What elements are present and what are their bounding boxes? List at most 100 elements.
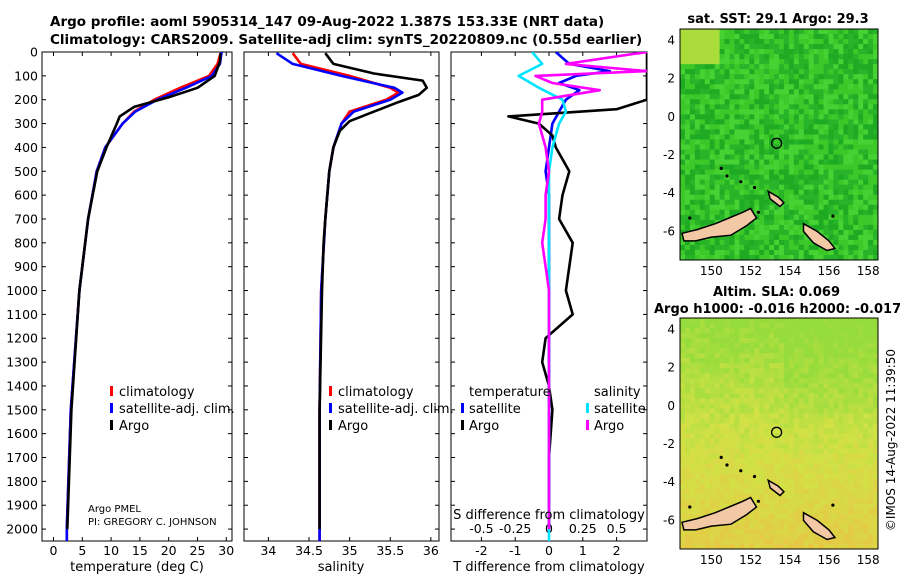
map-cell [754, 159, 760, 165]
map-cell [754, 408, 760, 414]
map-cell [848, 328, 854, 334]
map-cell [759, 483, 765, 490]
map-cell [734, 323, 740, 329]
map-cell [680, 353, 686, 359]
map-cell [838, 179, 844, 186]
map-cell [858, 323, 864, 329]
map-cell [754, 34, 760, 40]
map-cell [759, 109, 765, 115]
map-cell [719, 144, 725, 150]
map-cell [779, 323, 785, 329]
map-cell [699, 34, 706, 40]
map-cell [754, 154, 760, 160]
map-cell [828, 34, 834, 40]
map-cell [863, 239, 869, 246]
map-cell [680, 124, 686, 130]
map-cell [828, 149, 834, 155]
map-cell [798, 428, 805, 434]
map-cell [714, 463, 720, 470]
map-cell [779, 523, 785, 530]
map-y-tick-label: 4 [667, 33, 675, 47]
map-cell [798, 194, 805, 201]
map-cell [848, 378, 854, 384]
map-cell [724, 249, 730, 256]
map-cell [788, 134, 795, 140]
map-cell [813, 209, 819, 216]
map-cell [843, 538, 849, 545]
map-cell [714, 74, 720, 80]
map-cell [833, 154, 839, 160]
map-cell [719, 378, 725, 384]
map-cell [704, 194, 711, 201]
map-cell [734, 328, 740, 334]
map-cell [709, 154, 716, 160]
map-cell [684, 448, 691, 454]
map-cell [783, 64, 790, 70]
map-cell [689, 378, 696, 384]
map-cell [694, 194, 701, 201]
map-cell [828, 543, 834, 549]
map-cell [828, 94, 834, 100]
map-cell [769, 64, 775, 70]
map-cell [749, 124, 755, 130]
map-cell [714, 194, 720, 201]
map-cell [704, 393, 711, 399]
map-cell [764, 244, 770, 251]
map-cell [744, 493, 750, 500]
map-cell [798, 523, 805, 530]
map-cell [729, 463, 735, 470]
map-cell [724, 353, 730, 359]
map-cell [739, 59, 745, 65]
map-cell [853, 99, 859, 105]
map-cell [694, 219, 701, 226]
map-cell [699, 244, 706, 251]
map-cell [699, 488, 706, 495]
map-cell [808, 34, 815, 40]
map-cell [858, 224, 864, 231]
map-cell [808, 29, 815, 35]
map-cell [788, 403, 795, 409]
map-cell [863, 189, 869, 196]
map-cell [848, 114, 854, 120]
map-cell [774, 393, 780, 399]
map-cell [764, 49, 770, 55]
map-cell [788, 373, 795, 379]
map-cell [719, 124, 725, 130]
map-cell [764, 533, 770, 540]
map-cell [734, 84, 740, 90]
map-cell [764, 194, 770, 201]
map-cell [808, 199, 815, 206]
map-cell [749, 493, 755, 500]
map-cell [833, 508, 839, 515]
map-cell [788, 533, 795, 540]
map-cell [843, 164, 849, 171]
x-tick-label: 5 [78, 543, 86, 558]
map-cell [739, 74, 745, 80]
map-cell [779, 398, 785, 404]
map-cell [828, 219, 834, 226]
map-cell [684, 79, 691, 85]
islet-marker [756, 210, 761, 214]
map-cell [833, 383, 839, 389]
map-x-tick-label: 150 [700, 553, 723, 567]
map-cell [749, 423, 755, 429]
map-cell [868, 174, 874, 181]
map-cell [873, 323, 878, 329]
map-cell [689, 129, 696, 135]
map-cell [808, 249, 815, 256]
map-cell [808, 219, 815, 226]
map-cell [769, 413, 775, 419]
map-cell [783, 468, 790, 475]
map-cell [764, 249, 770, 256]
map-cell [749, 219, 755, 226]
map-cell [694, 199, 701, 206]
map-cell [774, 453, 780, 460]
map-cell [863, 204, 869, 211]
map-cell [774, 139, 780, 145]
map-cell [863, 179, 869, 186]
map-cell [774, 473, 780, 480]
map-cell [734, 423, 740, 429]
map-cell [680, 323, 686, 329]
map-cell [838, 54, 844, 60]
map-cell [709, 398, 716, 404]
